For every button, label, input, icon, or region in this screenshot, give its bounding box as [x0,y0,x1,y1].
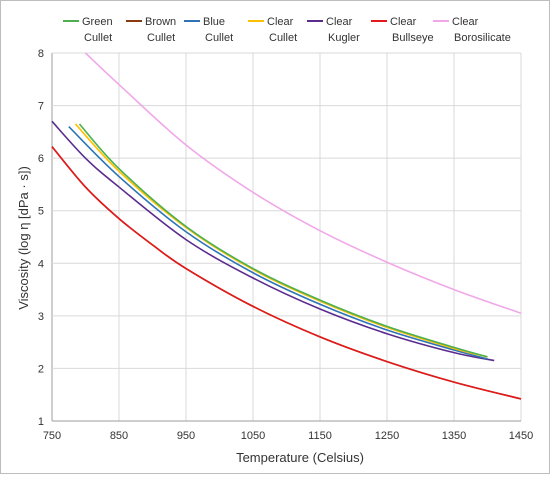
legend-label: Blue [203,16,225,28]
legend-label: Clear [267,16,294,28]
y-tick-label: 2 [38,363,44,375]
y-tick-label: 5 [38,206,44,218]
y-axis-title: Viscosity (log η [dPa · s]) [16,166,31,310]
series-lines [51,52,522,400]
series-line [74,123,488,358]
legend-label: Kugler [328,32,360,44]
x-tick-label: 850 [110,430,128,442]
y-tick-label: 3 [38,311,44,323]
x-tick-label: 1350 [442,430,466,442]
legend-label: Bullseye [392,32,434,44]
y-tick-label: 7 [38,101,44,113]
tick-labels: 750 850 950 1050 1150 1250 1350 1450 1 2 3 4 5 6 7 8 [38,48,533,442]
legend-label: Cullet [147,32,175,44]
legend-item: Green Cullet [63,16,113,44]
legend-item: Clear Bullseye [371,16,434,44]
legend-label: Brown [145,16,176,28]
legend-label: Green [82,16,113,28]
legend: Green Cullet Brown Cullet Blue Cullet Clear Cul… [63,16,511,44]
x-tick-label: 950 [177,430,195,442]
legend-label: Clear [390,16,417,28]
legend-item: Brown Cullet [126,16,176,44]
legend-item: Clear Cullet [248,16,297,44]
series-line [51,146,522,400]
x-tick-label: 1250 [375,430,399,442]
series-line [78,123,488,358]
legend-label: Cullet [205,32,233,44]
y-tick-label: 8 [38,48,44,60]
x-tick-label: 1150 [308,430,332,442]
y-tick-label: 4 [38,258,44,270]
x-tick-label: 750 [43,430,61,442]
legend-label: Clear [452,16,479,28]
series-line [51,146,522,400]
legend-label: Borosilicate [454,32,511,44]
x-tick-label: 1050 [241,430,265,442]
grid-lines [51,52,522,422]
legend-item: Clear Kugler [307,16,360,44]
legend-item: Blue Cullet [184,16,233,44]
legend-label: Cullet [84,32,112,44]
x-tick-label: 1450 [509,430,533,442]
series-line [68,126,488,360]
legend-label: Clear [326,16,353,28]
series-line [51,120,495,362]
legend-label: Cullet [269,32,297,44]
x-axis-title: Temperature (Celsius) [236,450,364,465]
series-line [84,52,522,314]
y-tick-label: 6 [38,153,44,165]
y-tick-label: 1 [38,416,44,428]
legend-item: Clear Borosilicate [433,16,511,44]
